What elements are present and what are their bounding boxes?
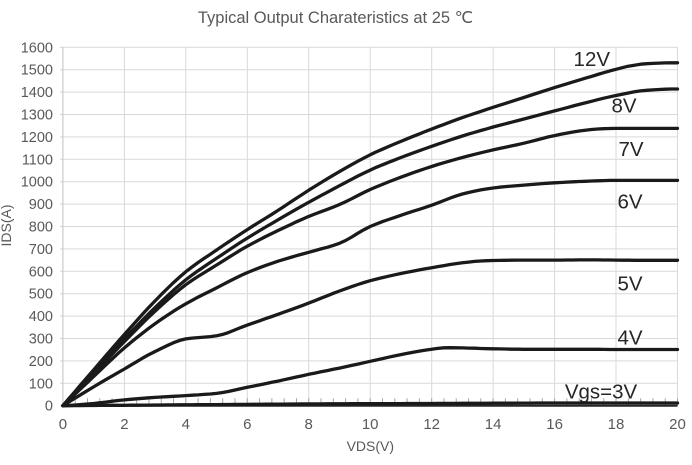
svg-text:Vgs=3V: Vgs=3V (565, 380, 638, 403)
svg-text:12V: 12V (574, 48, 611, 71)
svg-text:IDS(A): IDS(A) (0, 205, 14, 247)
svg-text:20: 20 (669, 416, 686, 433)
svg-text:0: 0 (59, 416, 67, 433)
svg-text:400: 400 (29, 309, 53, 325)
svg-text:300: 300 (29, 332, 53, 348)
svg-text:6: 6 (243, 416, 251, 433)
svg-text:8: 8 (305, 416, 313, 433)
svg-text:0: 0 (45, 399, 53, 415)
svg-text:100: 100 (29, 376, 53, 392)
svg-text:6V: 6V (617, 191, 642, 214)
svg-text:900: 900 (29, 197, 53, 213)
svg-text:600: 600 (29, 264, 53, 280)
svg-text:700: 700 (29, 242, 53, 258)
svg-text:1500: 1500 (21, 63, 53, 79)
svg-text:Typical Output Charateristics: Typical Output Charateristics at 25 ℃ (198, 9, 473, 27)
svg-text:2: 2 (120, 416, 128, 433)
svg-text:18: 18 (608, 416, 625, 433)
svg-text:7V: 7V (618, 138, 643, 161)
svg-text:1400: 1400 (21, 85, 53, 101)
svg-text:800: 800 (29, 220, 53, 236)
svg-text:VDS(V): VDS(V) (347, 438, 394, 454)
svg-text:1300: 1300 (21, 108, 53, 124)
svg-text:12: 12 (423, 416, 440, 433)
svg-text:1200: 1200 (21, 130, 53, 146)
svg-text:14: 14 (485, 416, 502, 433)
svg-text:4V: 4V (617, 327, 642, 350)
svg-text:10: 10 (362, 416, 379, 433)
svg-text:200: 200 (29, 354, 53, 370)
svg-text:8V: 8V (611, 95, 636, 118)
svg-text:16: 16 (546, 416, 563, 433)
svg-text:1100: 1100 (22, 152, 53, 168)
svg-text:1000: 1000 (21, 175, 53, 191)
svg-text:500: 500 (29, 287, 53, 303)
svg-text:1600: 1600 (21, 40, 53, 56)
svg-text:4: 4 (182, 416, 190, 433)
svg-text:5V: 5V (617, 273, 642, 296)
